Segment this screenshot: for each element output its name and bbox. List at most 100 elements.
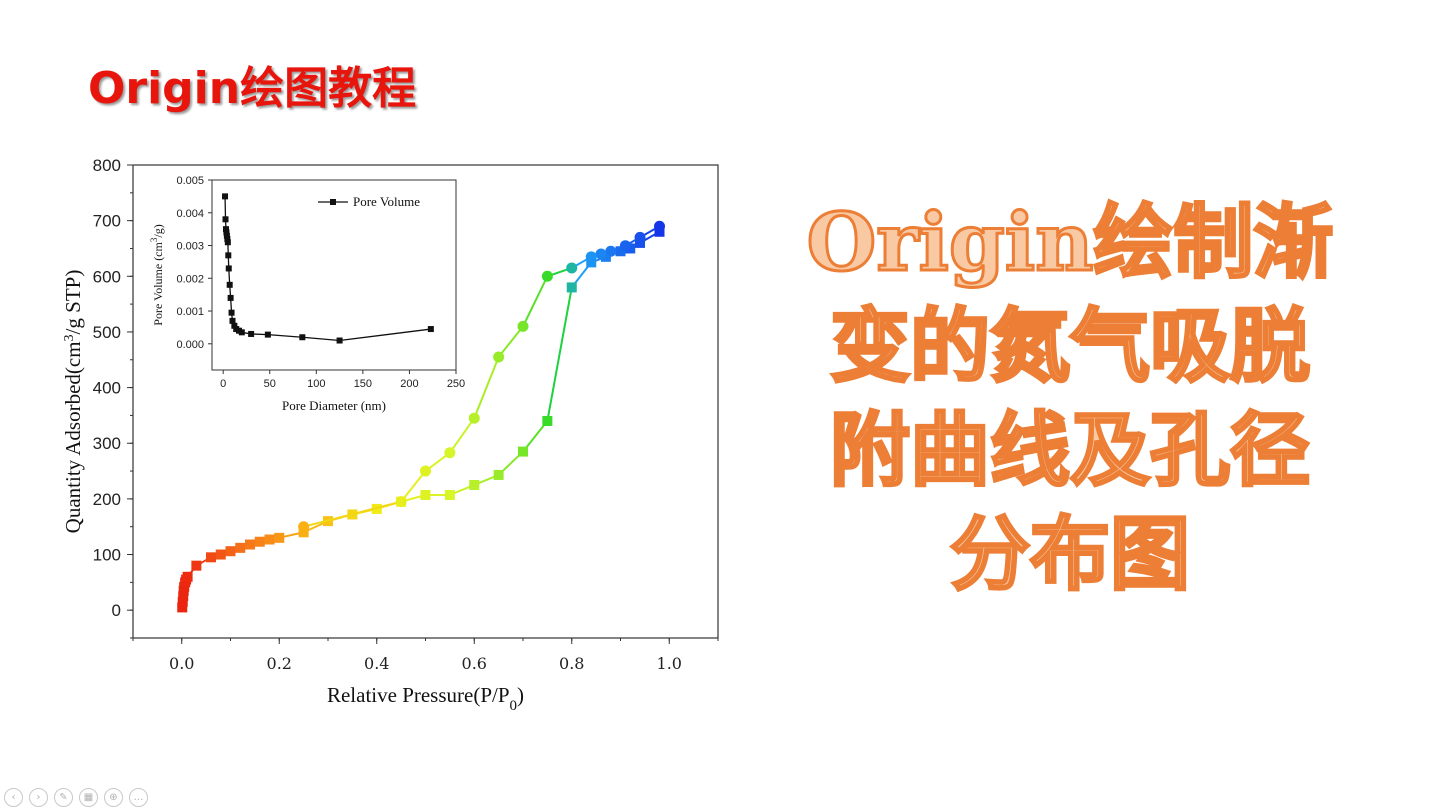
data-point [595, 248, 607, 260]
series-line-segment [473, 356, 500, 419]
data-point [566, 282, 577, 293]
more-icon[interactable]: … [129, 788, 148, 807]
heading-line: 变的氮气吸脱 [829, 298, 1312, 395]
data-point [206, 552, 216, 563]
zoom-icon[interactable]: ⊕ [104, 788, 123, 807]
data-point [619, 240, 631, 252]
slides-grid-icon[interactable]: ▦ [79, 788, 98, 807]
inset-x-tick-label: 250 [447, 378, 465, 390]
data-point [225, 546, 236, 557]
y-tick-label: 600 [93, 267, 121, 286]
y-tick-label: 400 [93, 379, 121, 398]
series-line-segment [449, 417, 476, 454]
inset-data-point [427, 326, 434, 333]
data-point [586, 257, 597, 268]
data-point [298, 521, 310, 533]
data-point [542, 415, 553, 426]
inset-data-point [231, 322, 238, 329]
data-point [493, 351, 505, 363]
data-point [395, 496, 407, 508]
inset-data-point [228, 309, 235, 316]
data-point [177, 602, 188, 613]
data-point [566, 262, 578, 274]
data-point [615, 246, 626, 257]
y-tick-label: 100 [93, 546, 121, 565]
heading-line: Origin绘制渐 [805, 194, 1335, 291]
inset-legend-label: Pore Volume [353, 194, 420, 209]
series-line-segment [497, 325, 524, 358]
y-tick-label: 300 [93, 434, 121, 453]
data-point [245, 539, 255, 550]
inset-data-point [264, 331, 271, 338]
series-line-segment [303, 500, 402, 528]
y-tick-label: 700 [93, 212, 121, 231]
data-point [468, 412, 480, 424]
data-point [469, 479, 480, 490]
next-icon[interactable]: › [29, 788, 48, 807]
y-tick-label: 800 [93, 156, 121, 175]
data-point [541, 270, 553, 282]
series-line-segment [522, 420, 549, 453]
heading-line: 附曲线及孔径 [829, 402, 1312, 499]
inset-data-point [223, 229, 230, 236]
data-point [254, 536, 265, 547]
pen-icon[interactable]: ✎ [54, 788, 73, 807]
inset-data-point [238, 329, 245, 336]
data-point [493, 469, 504, 480]
inset-data-point [223, 232, 230, 239]
y-axis-label: Quantity Adsorbed(cm3/g STP) [61, 270, 85, 534]
inset-frame [211, 179, 457, 371]
desorption-series [298, 220, 665, 533]
inset-data-point [248, 330, 255, 337]
x-tick-label: 0.4 [364, 654, 389, 673]
x-tick-label: 0.0 [169, 654, 194, 673]
previous-icon[interactable]: ‹ [4, 788, 23, 807]
data-point [518, 446, 528, 457]
inset-data-point [299, 334, 306, 341]
inset-data-point [336, 337, 343, 344]
inset-y-tick-label: 0.005 [176, 175, 204, 187]
data-point [264, 534, 275, 545]
inset-data-point [227, 294, 234, 301]
x-tick-label: 0.6 [462, 654, 487, 673]
data-point [444, 447, 456, 459]
y-tick-label: 0 [112, 601, 121, 620]
data-point [444, 489, 455, 500]
x-tick-label: 0.8 [559, 654, 584, 673]
inset-legend-marker [330, 199, 336, 205]
data-point [420, 465, 431, 477]
x-tick-label: 0.2 [267, 654, 292, 673]
inset-x-tick-label: 150 [354, 378, 372, 390]
data-point [585, 251, 597, 263]
inset-y-axis-label-tail: /g) [151, 224, 165, 237]
data-point [177, 596, 188, 607]
data-point [600, 251, 611, 262]
data-point [274, 532, 285, 543]
slide-heading: Origin绘制渐 变的氮气吸脱 附曲线及孔径 分布图 [790, 190, 1350, 606]
slideshow-toolbar: ‹ › ✎ ▦ ⊕ … [4, 788, 148, 807]
x-axis-label-subscript: 0 [510, 698, 518, 714]
inset-data-point [222, 226, 229, 233]
inset-data-point [222, 216, 229, 223]
data-point [298, 527, 309, 538]
data-point [178, 591, 189, 602]
inset-y-tick-label: 0.003 [176, 241, 204, 253]
inset-y-axis-label: Pore Volume (cm3/g) [149, 224, 165, 325]
data-point [420, 489, 431, 500]
data-point [654, 226, 665, 237]
data-point [625, 243, 636, 254]
data-point [191, 560, 202, 571]
y-axis-label-superscript: 3 [62, 334, 77, 341]
data-point [182, 571, 193, 582]
inset-data-point [224, 239, 231, 246]
inset-data-point [224, 235, 231, 242]
heading-line: 分布图 [949, 506, 1192, 603]
series-line-segment [400, 470, 427, 503]
inset-data-point [222, 193, 229, 200]
inset-data-point [225, 252, 232, 259]
inset-y-axis-label-superscript: 3 [149, 237, 159, 242]
inset-x-axis-label: Pore Diameter (nm) [282, 398, 386, 413]
data-point [605, 245, 617, 257]
inset-y-tick-label: 0.004 [176, 208, 204, 220]
data-point [654, 220, 665, 232]
